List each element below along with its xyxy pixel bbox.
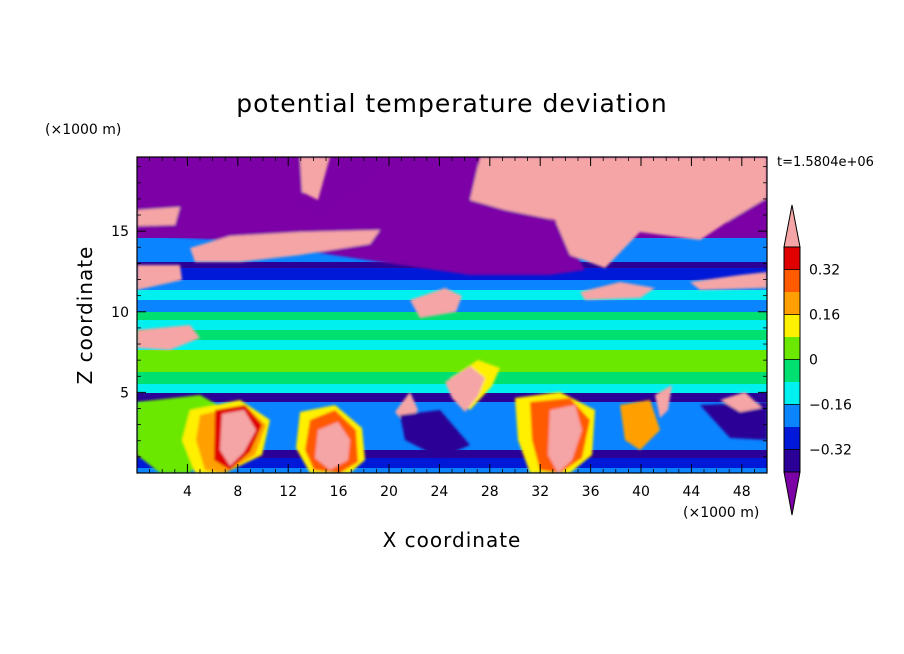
colorbar-segment xyxy=(784,269,800,292)
contour-band xyxy=(137,320,767,330)
contour-band xyxy=(137,330,767,340)
colorbar-segment xyxy=(784,404,800,427)
y-axis-label: Z coordinate xyxy=(73,246,97,385)
contour-region xyxy=(315,422,350,470)
contour-band xyxy=(137,458,767,468)
colorbar-top-extension xyxy=(783,204,801,248)
x-tick-label: 44 xyxy=(682,484,700,500)
colorbar-bottom-extension xyxy=(783,471,801,516)
contour-region xyxy=(137,325,200,350)
x-tick-label: 48 xyxy=(733,484,751,500)
colorbar-tick-label: 0 xyxy=(809,353,818,369)
contour-region xyxy=(137,157,585,275)
x-tick-label: 40 xyxy=(632,484,650,500)
colorbar-segment xyxy=(784,314,800,337)
contour-band xyxy=(137,450,767,458)
x-tick-label: 16 xyxy=(330,484,348,500)
colorbar-tick-label: −0.16 xyxy=(809,398,852,414)
chart-title: potential temperature deviation xyxy=(236,89,667,118)
contour-region xyxy=(400,410,470,458)
contour-band xyxy=(137,268,767,280)
contour-band xyxy=(137,340,767,350)
colorbar-segment xyxy=(784,247,800,270)
colorbar-segment xyxy=(784,382,800,405)
contour-region xyxy=(720,392,762,412)
contour-region xyxy=(700,402,767,440)
contour-region xyxy=(445,366,485,412)
contour-region xyxy=(548,405,582,473)
contour-band xyxy=(137,280,767,290)
y-tick-label: 15 xyxy=(111,224,129,240)
contour-region xyxy=(410,288,462,318)
y-axis: 5 10 15 xyxy=(111,166,767,458)
x-tick-label: 32 xyxy=(531,484,549,500)
colorbar-tick-label: −0.32 xyxy=(809,443,852,459)
contour-field xyxy=(137,157,767,473)
x-unit-label: (×1000 m) xyxy=(683,505,759,521)
x-tick-label: 36 xyxy=(582,484,600,500)
colorbar-segment xyxy=(784,337,800,360)
colorbar-segment xyxy=(784,292,800,315)
time-label: t=1.5804e+06 xyxy=(777,155,874,170)
contour-region xyxy=(580,282,655,300)
colorbar-tick-label: 0.32 xyxy=(809,263,840,279)
contour-region xyxy=(137,207,180,226)
colorbar-segment xyxy=(784,427,800,450)
x-tick-label: 8 xyxy=(233,484,242,500)
contour-region xyxy=(190,230,380,262)
colorbar-tick-label: 0.16 xyxy=(809,308,840,324)
contour-region xyxy=(470,157,767,268)
contour-region xyxy=(620,400,660,450)
contour-region xyxy=(220,410,256,466)
x-axis-label: X coordinate xyxy=(383,528,522,552)
contour-band xyxy=(137,350,767,372)
colorbar: 0.32 0.16 0 −0.16 −0.32 xyxy=(783,204,852,516)
x-tick-label: 12 xyxy=(279,484,297,500)
x-axis: 4 8 12 16 20 24 28 32 36 40 44 48 xyxy=(149,157,755,500)
colorbar-segment xyxy=(784,449,800,472)
contour-region xyxy=(655,385,672,418)
x-tick-label: 4 xyxy=(183,484,192,500)
y-tick-label: 10 xyxy=(111,305,129,321)
contour-region xyxy=(690,272,767,290)
x-tick-label: 20 xyxy=(380,484,398,500)
y-tick-label: 5 xyxy=(120,385,129,401)
contour-region xyxy=(137,265,182,290)
contour-band xyxy=(137,312,767,320)
y-unit-label: (×1000 m) xyxy=(45,122,121,138)
x-tick-label: 24 xyxy=(430,484,448,500)
x-tick-label: 28 xyxy=(481,484,499,500)
colorbar-segment xyxy=(784,359,800,382)
contour-region xyxy=(300,157,330,200)
